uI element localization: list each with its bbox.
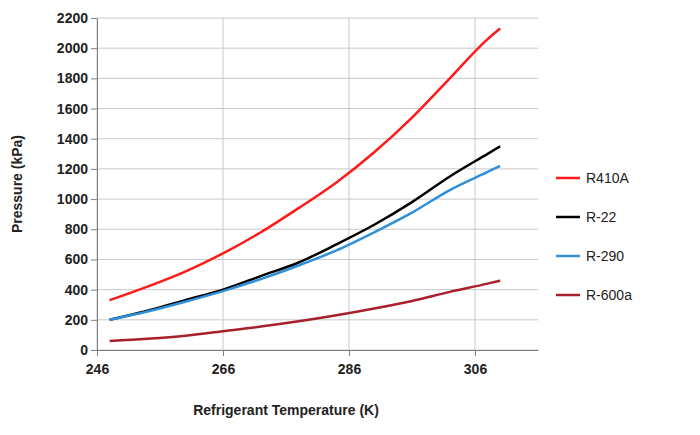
grid-line: [97, 18, 538, 19]
grid-line: [97, 78, 538, 79]
legend: R410A R-22 R-290 R-600a: [556, 170, 632, 303]
grid-line: [97, 229, 538, 230]
axis-line: [98, 350, 539, 351]
tick: 200: [65, 312, 97, 328]
tick-label: 266: [212, 361, 236, 377]
tick-mark: [91, 139, 97, 140]
tick-mark: [91, 169, 97, 170]
legend-label: R-290: [586, 248, 624, 264]
tick: 246: [86, 350, 110, 377]
grid-line: [97, 289, 538, 290]
grid-line: [97, 168, 538, 169]
legend-swatch: [556, 294, 580, 297]
tick-mark: [91, 320, 97, 321]
legend-swatch: [556, 255, 580, 258]
tick: 800: [65, 221, 97, 237]
tick-label: 2000: [57, 40, 88, 56]
legend-swatch: [556, 177, 580, 180]
tick-mark: [91, 199, 97, 200]
legend-item: R-290: [556, 248, 624, 264]
tick-mark: [91, 48, 97, 49]
tick-label: 2200: [57, 10, 88, 26]
grid-line: [97, 138, 538, 139]
tick-mark: [91, 18, 97, 19]
tick: 2000: [57, 40, 97, 56]
tick-mark: [91, 259, 97, 260]
tick-mark: [349, 350, 350, 356]
tick: 1000: [57, 191, 97, 207]
tick-mark: [91, 229, 97, 230]
tick-mark: [97, 350, 98, 356]
grid-line: [349, 18, 350, 350]
tick-mark: [91, 350, 97, 351]
tick-label: 1000: [57, 191, 88, 207]
tick: 306: [464, 350, 488, 377]
tick: 400: [65, 282, 97, 298]
tick-label: 800: [65, 221, 89, 237]
y-axis: 0 200 400 600 800 1000 1200 1400 1600 1800 2000 220…: [57, 10, 98, 358]
grid-line: [97, 18, 98, 350]
series-line: [110, 281, 501, 341]
tick-mark: [91, 290, 97, 291]
grid-line: [97, 108, 538, 109]
series-line: [110, 166, 501, 320]
legend-swatch: [556, 216, 580, 219]
axis-line: [97, 19, 98, 351]
grid-line: [97, 48, 538, 49]
tick-label: 0: [80, 342, 88, 358]
tick: 286: [338, 350, 362, 377]
tick-label: 1400: [57, 131, 88, 147]
tick: 1800: [57, 70, 97, 86]
x-axis-title: Refrigerant Temperature (K): [193, 402, 379, 418]
tick: 2200: [57, 10, 97, 26]
chart: 246 266 286 306 0 200 400 600 800 1000 1200 1400 160…: [0, 0, 700, 435]
tick: 266: [212, 350, 236, 377]
tick-label: 1800: [57, 70, 88, 86]
tick-label: 1200: [57, 161, 88, 177]
tick-label: 400: [65, 282, 89, 298]
x-axis: 246 266 286 306: [86, 350, 539, 377]
tick: 1600: [57, 101, 97, 117]
legend-item: R-600a: [556, 287, 632, 303]
grid-line: [97, 350, 538, 351]
tick-label: 600: [65, 251, 89, 267]
tick-label: 246: [86, 361, 110, 377]
legend-label: R-600a: [586, 287, 632, 303]
tick-label: 1600: [57, 101, 88, 117]
tick: 1200: [57, 161, 97, 177]
tick: 0: [80, 342, 97, 358]
grid: [97, 18, 538, 350]
tick-label: 286: [338, 361, 362, 377]
legend-label: R410A: [586, 170, 629, 186]
y-axis-title: Pressure (kPa): [9, 135, 25, 233]
tick-label: 200: [65, 312, 89, 328]
tick-mark: [475, 350, 476, 356]
grid-line: [475, 18, 476, 350]
tick-mark: [223, 350, 224, 356]
legend-item: R410A: [556, 170, 629, 186]
tick-mark: [91, 78, 97, 79]
plot: 246 266 286 306 0 200 400 600 800 1000 1200 1400 160…: [57, 10, 539, 377]
grid-line: [223, 18, 224, 350]
legend-item: R-22: [556, 209, 617, 225]
grid-line: [97, 199, 538, 200]
lines: [110, 29, 501, 341]
tick-label: 306: [464, 361, 488, 377]
tick: 600: [65, 251, 97, 267]
tick-mark: [91, 109, 97, 110]
tick: 1400: [57, 131, 97, 147]
legend-label: R-22: [586, 209, 617, 225]
